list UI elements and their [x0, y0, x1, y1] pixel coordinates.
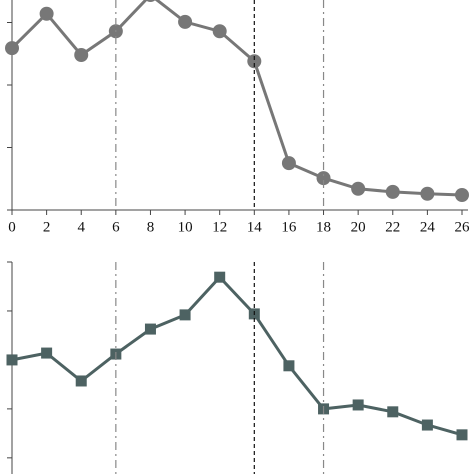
data-point — [214, 271, 226, 283]
x-tick-label: 10 — [178, 219, 193, 235]
data-point — [283, 360, 295, 372]
x-tick-label: 24 — [420, 219, 436, 235]
data-point — [5, 41, 19, 56]
data-point — [456, 429, 468, 441]
data-point — [420, 186, 435, 201]
x-tick-label: 6 — [112, 219, 120, 235]
data-point — [145, 0, 156, 2]
data-point — [6, 354, 18, 366]
data-point — [421, 419, 433, 431]
x-tick-label: 2 — [43, 219, 51, 235]
data-point — [179, 309, 191, 321]
x-tick-label: 14 — [247, 219, 263, 235]
x-tick-label: 26 — [455, 219, 471, 235]
data-point — [39, 6, 54, 21]
data-line — [11, 274, 463, 437]
data-point — [455, 188, 469, 202]
x-tick-label: 8 — [147, 219, 155, 235]
data-point — [316, 171, 331, 186]
data-point — [352, 399, 364, 411]
data-point — [351, 181, 366, 196]
x-tick-label: 0 — [8, 219, 16, 235]
plot-area — [6, 271, 468, 441]
data-point — [178, 14, 193, 29]
data-point — [41, 347, 53, 359]
data-point — [387, 406, 399, 418]
x-tick-label: 16 — [281, 219, 297, 235]
x-tick-label: 22 — [385, 219, 400, 235]
data-point — [75, 375, 87, 387]
data-point — [74, 48, 89, 62]
x-tick-label: 12 — [212, 219, 227, 235]
plot-area — [5, 0, 469, 202]
x-tick-label: 18 — [316, 219, 331, 235]
x-tick-label: 4 — [77, 219, 85, 235]
x-tick-label: 20 — [351, 219, 366, 235]
data-point — [281, 156, 296, 171]
data-point — [385, 184, 400, 199]
data-line — [10, 0, 463, 197]
data-point — [144, 323, 156, 335]
data-point — [212, 24, 227, 39]
data-point — [247, 54, 262, 69]
